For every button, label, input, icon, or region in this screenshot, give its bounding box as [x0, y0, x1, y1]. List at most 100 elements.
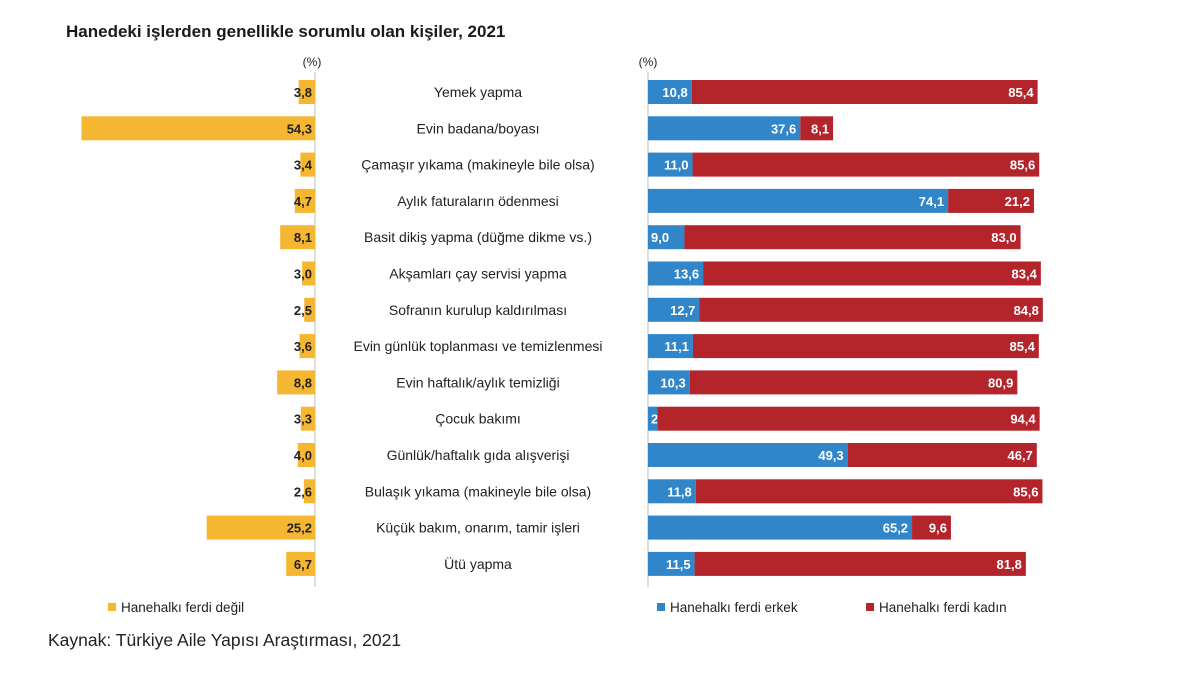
category-label: Akşamları çay servisi yapma: [389, 266, 567, 282]
right-unit-label: (%): [639, 55, 658, 69]
value-label-male: 74,1: [919, 194, 944, 209]
bar-not-member: [280, 225, 315, 250]
value-label-not-member: 4,7: [294, 194, 312, 209]
bar-male: [648, 443, 848, 467]
bar-male: [648, 261, 704, 286]
value-label-female: 46,7: [1007, 448, 1032, 463]
bar-female: [703, 261, 1041, 286]
value-label-not-member: 54,3: [287, 121, 312, 136]
value-label-male: 9,0: [651, 230, 669, 245]
bar-male: [648, 334, 693, 359]
bar-female: [689, 370, 1018, 395]
legend-female-label: Hanehalkı ferdi kadın: [879, 600, 1007, 615]
bar-male: [648, 297, 700, 322]
source-note: Kaynak: Türkiye Aile Yapısı Araştırması,…: [48, 630, 402, 650]
value-label-male: 37,6: [771, 121, 796, 136]
bar-not-member: [298, 80, 315, 104]
category-label: Ütü yapma: [444, 555, 512, 572]
bar-male: [648, 479, 696, 504]
value-label-not-member: 3,3: [294, 412, 312, 427]
category-label: Sofranın kurulup kaldırılması: [389, 302, 567, 318]
bar-not-member: [299, 334, 315, 359]
value-label-male: 10,8: [662, 85, 687, 100]
value-label-not-member: 4,0: [294, 448, 312, 463]
bar-not-member: [300, 152, 315, 177]
bar-not-member: [302, 261, 315, 286]
legend: Hanehalkı ferdi değil Hanehalkı ferdi erk…: [108, 600, 1007, 615]
bar-not-member: [300, 406, 315, 431]
bar-male: [648, 116, 801, 141]
value-label-not-member: 3,4: [294, 158, 313, 173]
category-label: Bulaşık yıkama (makineyle bile olsa): [365, 483, 591, 499]
value-label-female: 81,8: [997, 557, 1022, 572]
bar-not-member: [297, 443, 315, 467]
bar-not-member: [277, 370, 315, 395]
bar-female: [699, 297, 1043, 322]
value-label-female: 9,6: [929, 521, 947, 536]
value-label-male: 13,6: [674, 267, 699, 282]
value-label-female: 85,6: [1010, 158, 1035, 173]
bar-not-member: [81, 116, 315, 141]
bar-not-member: [286, 551, 315, 576]
bar-female: [657, 406, 1040, 431]
value-label-not-member: 3,6: [294, 339, 312, 354]
value-label-not-member: 25,2: [287, 521, 312, 536]
category-label: Evin haftalık/aylık temizliği: [396, 374, 559, 390]
value-label-not-member: 8,8: [294, 375, 312, 390]
bar-not-member: [206, 515, 315, 540]
value-label-female: 21,2: [1005, 194, 1030, 209]
bar-male: [648, 152, 693, 177]
category-label: Küçük bakım, onarım, tamir işleri: [376, 520, 580, 536]
bar-male: [648, 80, 692, 104]
bar-not-member: [304, 297, 315, 322]
category-label: Günlük/haftalık gıda alışverişi: [387, 447, 570, 463]
value-label-female: 85,4: [1010, 339, 1036, 354]
value-label-female: 84,8: [1014, 303, 1039, 318]
value-label-not-member: 2,5: [294, 303, 312, 318]
legend-female-swatch: [866, 603, 874, 611]
value-label-female: 85,6: [1013, 484, 1038, 499]
bar-male: [648, 406, 658, 431]
category-label: Evin badana/boyası: [417, 120, 540, 136]
value-label-not-member: 6,7: [294, 557, 312, 572]
bar-female: [691, 80, 1038, 104]
value-label-female: 94,4: [1010, 412, 1036, 427]
bar-female: [694, 551, 1026, 576]
value-label-not-member: 3,0: [294, 267, 312, 282]
bar-female: [692, 334, 1039, 359]
category-label: Basit dikiş yapma (düğme dikme vs.): [364, 229, 592, 245]
legend-not-member-label: Hanehalkı ferdi değil: [121, 600, 244, 615]
value-label-female: 80,9: [988, 375, 1013, 390]
right-panel: (%) 10,8 85,4 37,6 8,1 11,0 85,6 74,1 21,2 9,0 83,…: [639, 55, 1043, 587]
value-label-female: 85,4: [1008, 85, 1034, 100]
value-label-not-member: 2,6: [294, 484, 312, 499]
category-label: Evin günlük toplanması ve temizlenmesi: [353, 338, 602, 354]
legend-male-swatch: [657, 603, 665, 611]
value-label-female: 83,0: [991, 230, 1016, 245]
category-labels: Yemek yapma Evin badana/boyası Çamaşır yık…: [353, 84, 602, 572]
value-label-male: 11,0: [664, 158, 689, 173]
left-unit-label: (%): [303, 55, 322, 69]
value-label-male: 11,5: [666, 557, 691, 572]
bar-male: [648, 188, 949, 213]
bar-male: [648, 515, 913, 540]
bar-male: [648, 551, 695, 576]
bar-male: [648, 225, 685, 250]
value-label-male: 12,7: [670, 303, 695, 318]
bar-not-member: [294, 188, 315, 213]
bar-female: [695, 479, 1043, 504]
bar-female: [847, 443, 1037, 467]
bar-female: [948, 188, 1034, 213]
bar-female: [912, 515, 951, 540]
category-label: Yemek yapma: [434, 84, 522, 100]
value-label-not-member: 3,8: [294, 85, 312, 100]
legend-not-member-swatch: [108, 603, 116, 611]
bar-female: [800, 116, 834, 141]
category-label: Çocuk bakımı: [435, 411, 521, 427]
bar-male: [648, 370, 690, 395]
bar-female: [692, 152, 1040, 177]
value-label-male: 11,8: [667, 484, 692, 499]
left-panel: (%) 3,8 54,3 3,4 4,7 8,1 3,0 2,5 3,6 8,8 3,3 4,0 2,6…: [81, 55, 322, 587]
value-label-male: 11,1: [664, 339, 689, 354]
